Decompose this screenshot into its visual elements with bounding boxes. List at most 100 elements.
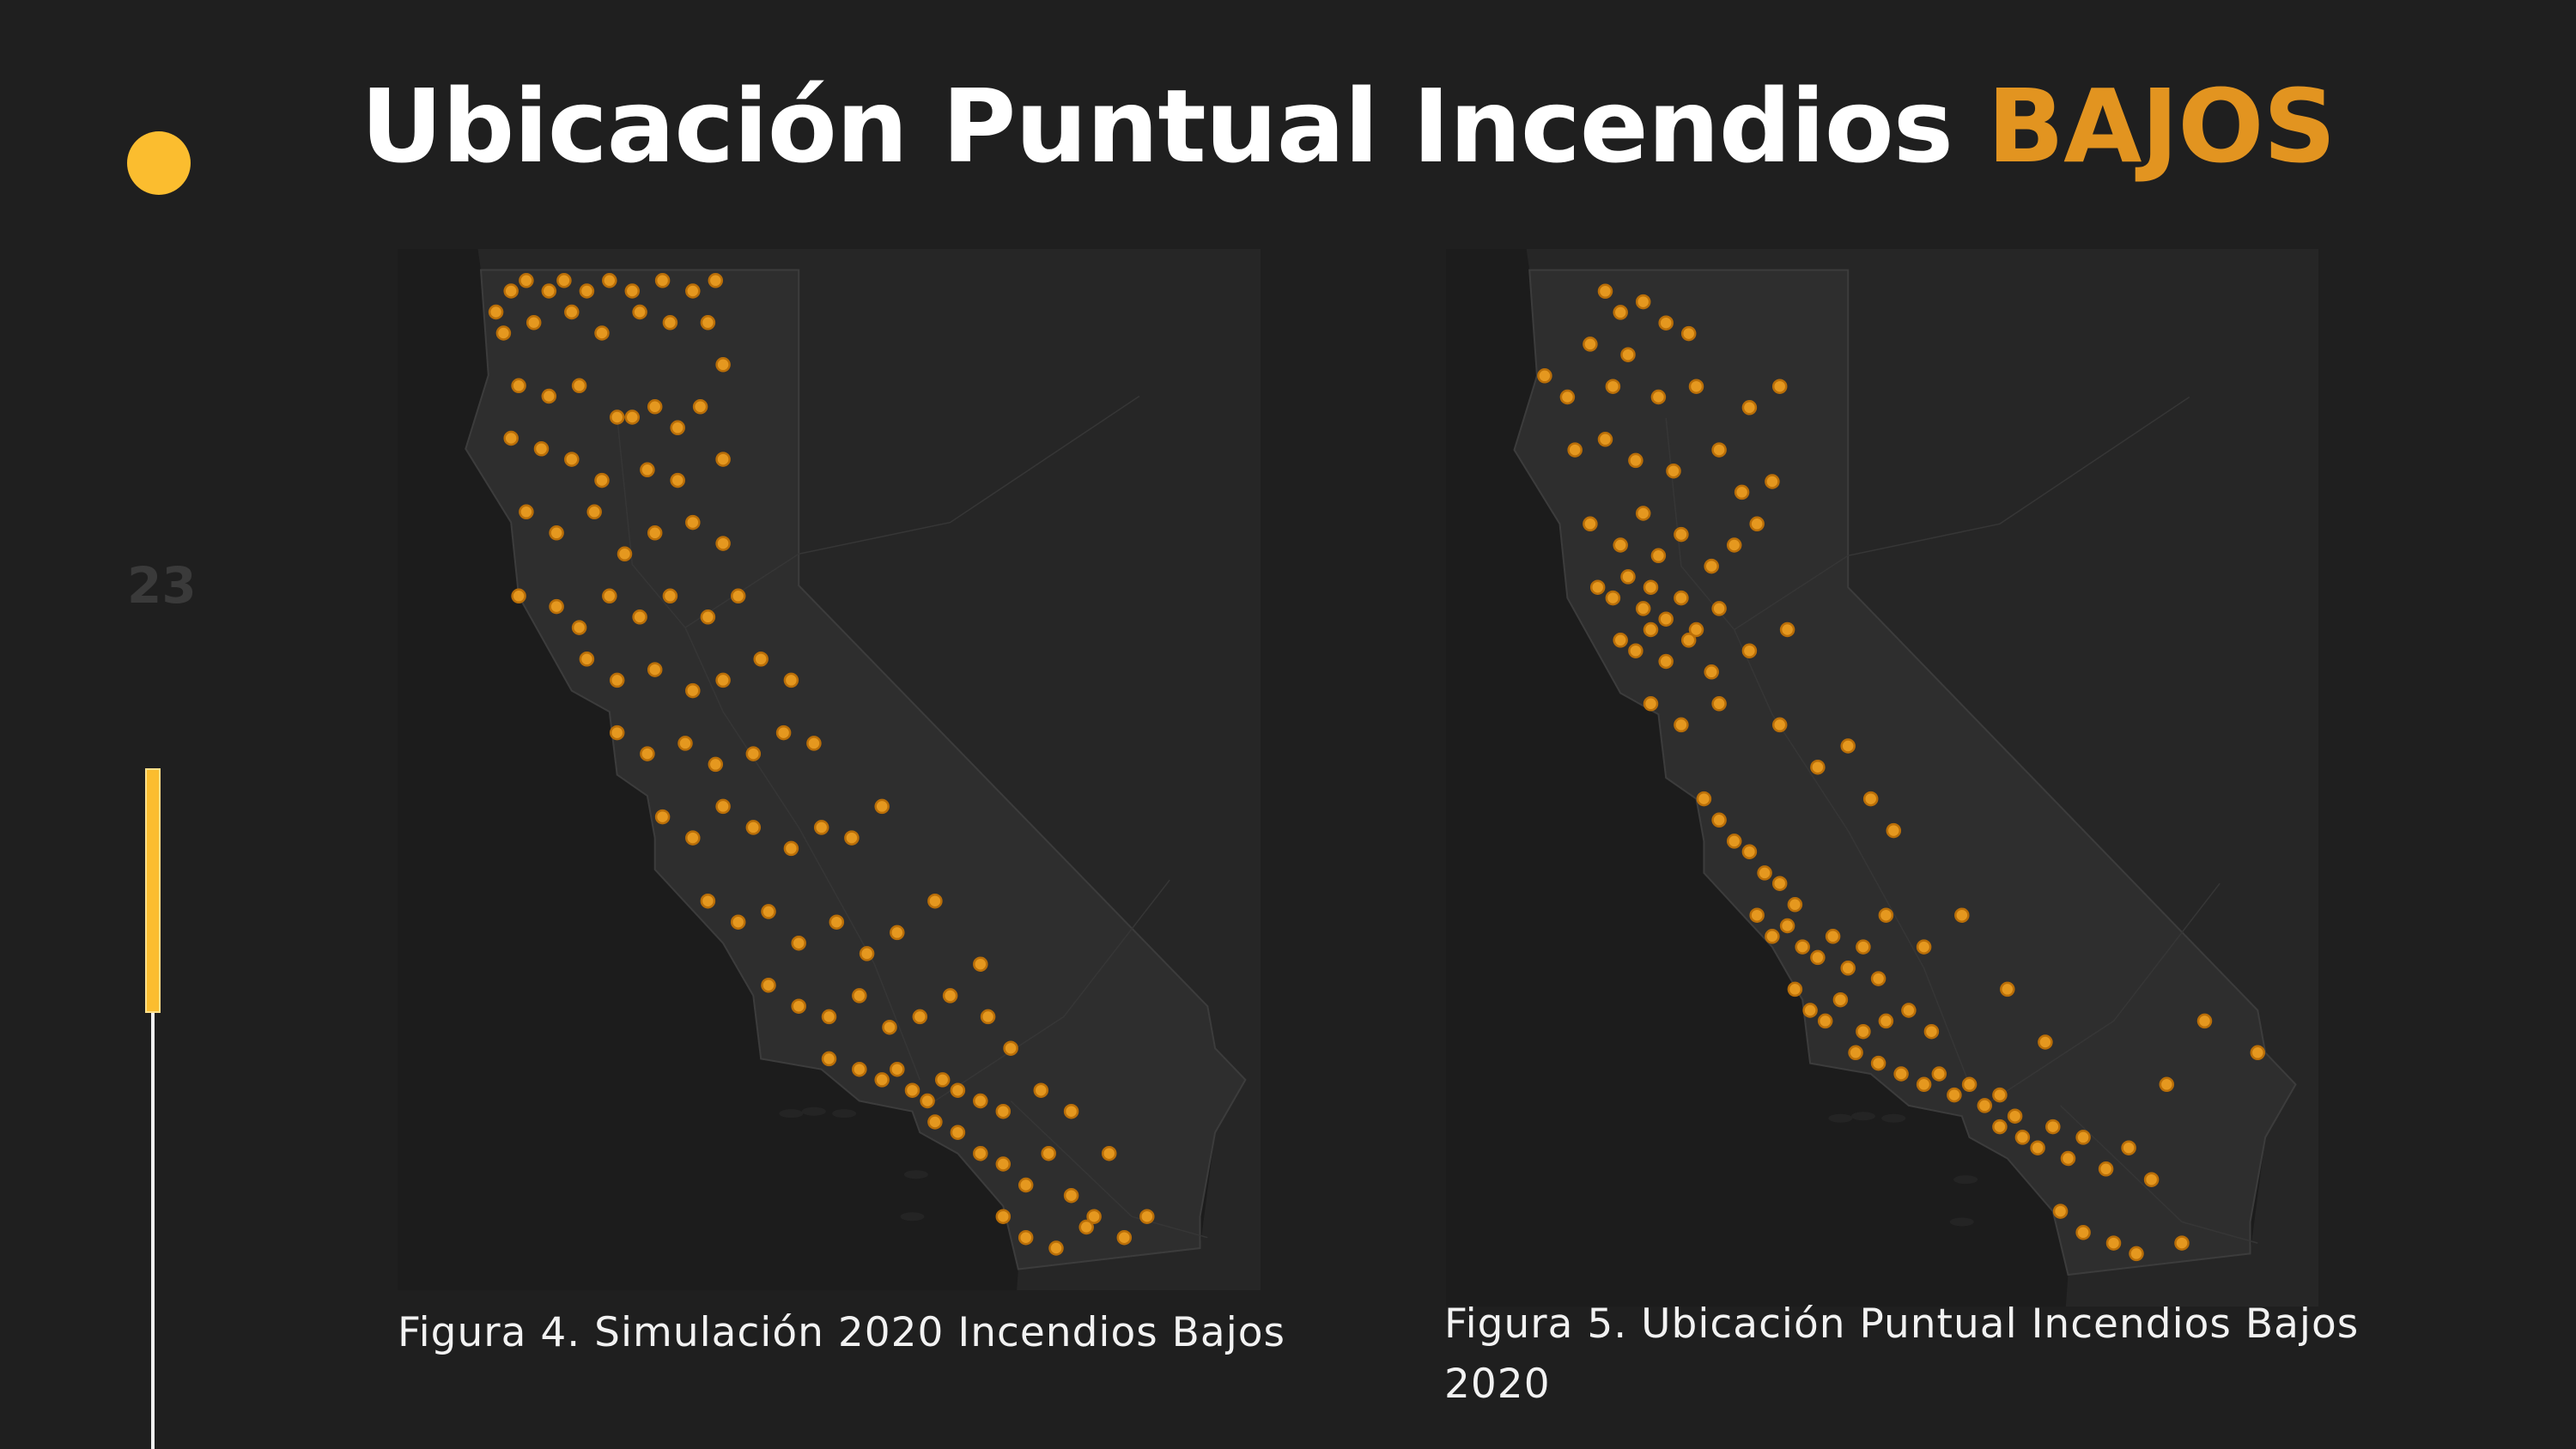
fire-point-marker <box>761 904 776 919</box>
fire-point-marker <box>556 273 572 288</box>
fire-point-marker <box>2098 1161 2114 1177</box>
fire-point-marker <box>2075 1225 2091 1240</box>
fire-point-marker <box>2105 1235 2122 1251</box>
fire-point-marker <box>1620 569 1636 585</box>
road-line <box>934 879 1170 1102</box>
fire-point-marker <box>1802 1003 1818 1018</box>
map-figure-4-canvas <box>398 249 1261 1290</box>
fire-point-marker <box>927 893 943 909</box>
title-main: Ubicación Puntual Incendios <box>361 67 1953 185</box>
fire-point-marker <box>1537 368 1552 384</box>
fire-point-marker <box>700 315 716 330</box>
fire-point-marker <box>1650 389 1667 405</box>
fire-point-marker <box>549 525 564 541</box>
fire-point-marker <box>1711 442 1727 458</box>
fire-point-marker <box>1704 664 1719 680</box>
fire-point-marker <box>549 598 564 615</box>
fire-point-marker <box>730 914 746 930</box>
fire-point-marker <box>685 830 701 846</box>
fire-point-marker <box>715 672 731 688</box>
fire-point-marker <box>1048 1240 1064 1256</box>
fire-point-marker <box>980 1009 996 1025</box>
map-figure-5 <box>1446 249 2318 1307</box>
fire-point-marker <box>700 893 716 909</box>
fire-point-marker <box>2174 1235 2190 1251</box>
fire-point-marker <box>1810 759 1826 775</box>
fire-point-marker <box>1856 939 1871 955</box>
fire-point-marker <box>1018 1229 1034 1246</box>
fire-point-marker <box>1583 516 1598 532</box>
fire-point-marker <box>761 977 776 993</box>
fire-point-marker <box>821 1051 837 1067</box>
fire-point-marker <box>586 504 602 520</box>
fire-point-marker <box>685 682 701 699</box>
fire-point-marker <box>791 935 806 951</box>
fire-point-marker <box>511 378 526 394</box>
fire-point-marker <box>1613 305 1628 320</box>
map-figure-5-canvas <box>1446 249 2318 1307</box>
fire-point-marker <box>594 472 610 488</box>
fire-point-marker <box>1643 579 1659 595</box>
fire-point-marker <box>1954 907 1970 923</box>
fire-point-marker <box>715 357 731 373</box>
fire-point-marker <box>503 430 519 446</box>
fire-point-marker <box>783 672 799 688</box>
fire-point-marker <box>1628 452 1643 469</box>
fire-point-marker <box>1787 981 1803 997</box>
fire-point-marker <box>715 798 731 815</box>
fire-point-marker <box>700 609 716 625</box>
caption-figure-4: Figura 4. Simulación 2020 Incendios Bajo… <box>398 1309 1286 1356</box>
fire-point-marker <box>1992 1119 2008 1135</box>
page-number: 23 <box>127 556 197 615</box>
road-line <box>1734 396 2190 631</box>
fire-point-marker <box>541 388 557 404</box>
fire-point-marker <box>1901 1003 1917 1018</box>
fire-point-marker <box>745 820 762 835</box>
fire-point-marker <box>1862 791 1879 807</box>
island <box>779 1109 804 1119</box>
fire-point-marker <box>571 620 587 635</box>
fire-point-marker <box>647 525 663 541</box>
fire-point-marker <box>874 798 890 815</box>
fire-point-marker <box>1726 834 1742 849</box>
fire-point-marker <box>2196 1013 2213 1029</box>
fire-point-marker <box>1765 474 1780 489</box>
fire-point-marker <box>564 452 580 467</box>
fire-point-marker <box>934 1072 951 1088</box>
fire-point-marker <box>2121 1140 2136 1155</box>
fire-point-marker <box>1992 1087 2008 1103</box>
fire-point-marker <box>1688 621 1704 638</box>
fire-point-marker <box>1033 1082 1049 1098</box>
fire-point-marker <box>1559 389 1576 405</box>
fire-point-marker <box>2250 1045 2266 1061</box>
fire-point-marker <box>1817 1013 1833 1029</box>
fire-point-marker <box>973 1145 988 1161</box>
fire-point-marker <box>1658 611 1674 627</box>
fire-point-marker <box>495 325 512 341</box>
fire-point-marker <box>813 820 829 835</box>
fire-point-marker <box>1711 696 1727 712</box>
fire-point-marker <box>1765 929 1780 944</box>
fire-point-marker <box>844 830 860 846</box>
fire-point-marker <box>1589 579 1606 595</box>
progress-track <box>151 768 155 1449</box>
fire-point-marker <box>640 746 655 761</box>
fire-point-marker <box>1003 1040 1018 1056</box>
slide-title: Ubicación Puntual Incendios BAJOS <box>361 62 2336 191</box>
fire-point-marker <box>715 536 731 551</box>
fire-point-marker <box>1674 590 1689 606</box>
fire-point-marker <box>609 724 625 741</box>
fire-point-marker <box>1916 1076 1932 1093</box>
neighbouring-land <box>477 249 1261 1290</box>
fire-point-marker <box>2038 1034 2053 1050</box>
fire-point-marker <box>2014 1130 2031 1145</box>
fire-point-marker <box>1018 1177 1034 1193</box>
fire-point-marker <box>890 925 905 941</box>
fire-point-marker <box>1787 897 1803 912</box>
fire-point-marker <box>775 724 792 741</box>
fire-point-marker <box>670 472 685 488</box>
fire-point-marker <box>632 304 647 320</box>
fire-point-marker <box>1878 907 1894 923</box>
fire-point-marker <box>1583 336 1598 352</box>
fire-point-marker <box>632 609 647 625</box>
